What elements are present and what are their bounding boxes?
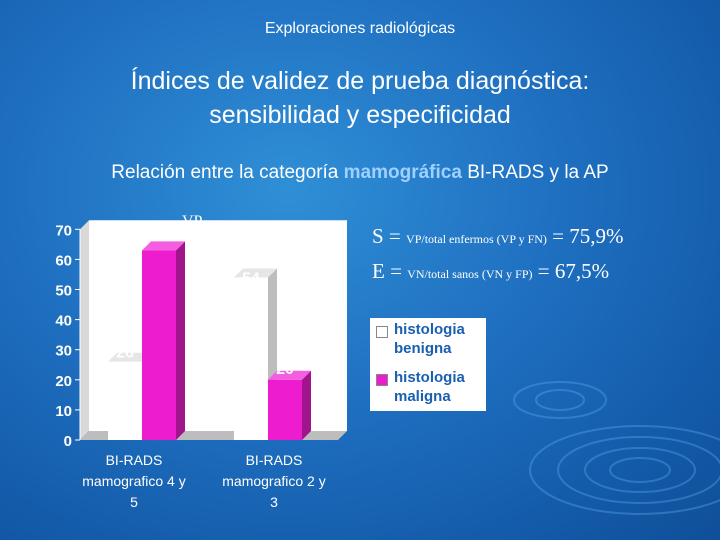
bar-maligna-1	[142, 250, 176, 440]
y-tick-label: 20	[55, 373, 72, 390]
slide-header: Exploraciones radiológicas	[264, 20, 456, 37]
slide-title: Índices de validez de prueba diagnóstica…	[60, 64, 660, 132]
sensitivity-text: VP/total enfermos (VP y FN)	[406, 232, 547, 246]
bar-maligna-2	[268, 379, 302, 440]
title-line-2: sensibilidad y especificidad	[209, 101, 511, 129]
legend-label-maligna: histologia maligna	[394, 369, 465, 405]
y-tick-label: 70	[55, 222, 72, 239]
sensitivity-value: = 75,9%	[546, 224, 624, 248]
bar-top-face	[268, 370, 311, 380]
annotation-fn: FN	[290, 329, 311, 346]
specificity-lhs: E =	[372, 259, 408, 283]
data-label: 26	[116, 345, 134, 362]
bar-side-face	[176, 241, 185, 440]
y-tick-label: 40	[55, 313, 72, 330]
annotation-vp: VP	[182, 213, 203, 230]
bar-top-face	[234, 268, 277, 278]
legend-swatch-benigna	[376, 326, 388, 338]
data-label: 63	[150, 225, 168, 242]
data-label: 54	[242, 270, 260, 287]
annotation-vn: VN	[266, 245, 290, 262]
subtitle: Relación entre la categoría mamográfica …	[0, 162, 720, 184]
bar-chart: 0 10 20 30 40 50 60 70 26 63 BI-RADS mamografico 4 …	[55, 213, 347, 510]
bar-benigna-2	[234, 277, 268, 440]
category-label: BI-RADS	[246, 452, 303, 468]
y-tick-label: 30	[55, 343, 72, 360]
bar-top-face	[108, 352, 151, 362]
y-tick-label: 50	[55, 283, 72, 300]
y-tick-label: 60	[55, 252, 72, 269]
chart-legend: histologia benigna histologia maligna	[370, 318, 486, 411]
plot-side-wall	[80, 220, 89, 440]
subtitle-highlight: mamográfica	[343, 162, 462, 183]
category-label: 3	[270, 494, 278, 510]
specificity-value: = 67,5%	[532, 259, 610, 283]
data-label: 20	[276, 361, 294, 378]
category-label: 5	[130, 494, 138, 510]
bar-side-face	[302, 370, 311, 440]
specificity-text: VN/total sanos (VN y FP)	[407, 267, 533, 281]
legend-swatch-maligna	[376, 374, 388, 386]
annotation-fp: FP	[102, 321, 120, 338]
title-line-1: Índices de validez de prueba diagnóstica…	[130, 67, 590, 95]
legend-label-benigna: histologia benigna	[394, 321, 465, 357]
bar-benigna-1	[108, 361, 142, 440]
bar-top-face	[142, 241, 185, 251]
sensitivity-formula: S = VP/total enfermos (VP y FN) = 75,9%	[372, 224, 624, 249]
specificity-formula: E = VN/total sanos (VN y FP) = 67,5%	[372, 259, 609, 284]
category-label: mamografico 2 y	[222, 473, 325, 489]
y-tick-label: 10	[55, 403, 72, 420]
category-label: BI-RADS	[106, 452, 163, 468]
subtitle-before: Relación entre la categoría	[111, 162, 344, 183]
category-label: mamografico 4 y	[82, 473, 185, 489]
subtitle-after: BI-RADS y la AP	[461, 162, 609, 183]
sensitivity-lhs: S =	[372, 224, 407, 248]
y-tick-label: 0	[64, 433, 72, 450]
